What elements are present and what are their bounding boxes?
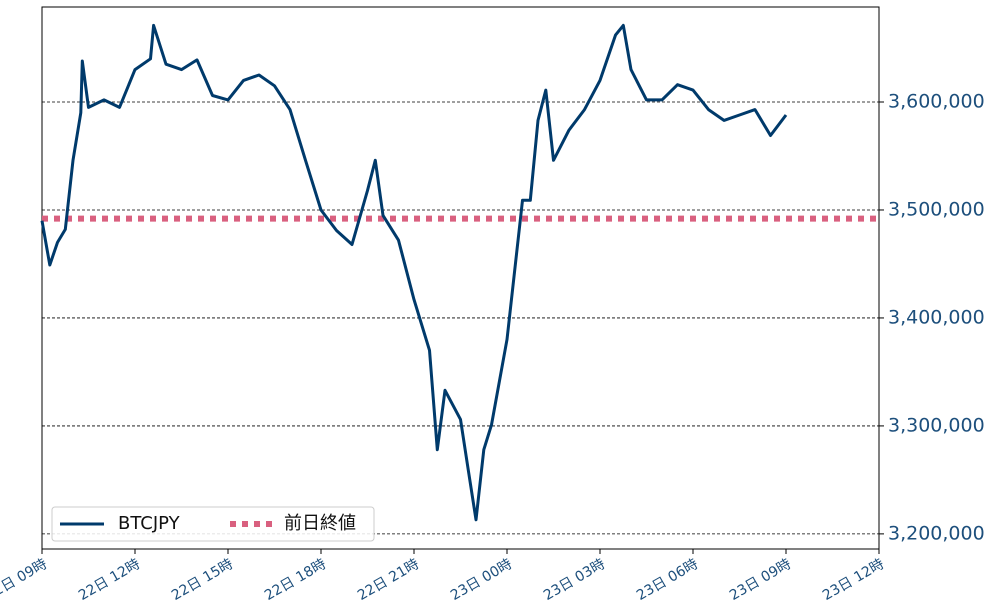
x-tick-label: 23日 00時 [448,556,515,604]
x-tick-label: 22日 12時 [76,556,143,604]
y-tick-label: 3,300,000 [888,414,985,436]
legend: BTCJPY 前日終値 [51,506,375,542]
y-tick-label: 3,400,000 [888,306,985,328]
x-tick-label: 22日 15時 [169,556,236,604]
legend-label: BTCJPY [118,513,181,534]
series-line [40,23,788,522]
x-tick-label: 23日 03時 [541,556,608,604]
y-tick-label: 3,200,000 [888,522,985,544]
x-tick-label: 22日 09時 [0,556,50,604]
x-tick-label: 23日 06時 [634,556,701,604]
y-tick-label: 3,500,000 [888,198,985,220]
legend-box [51,506,375,542]
plot-frame [41,6,880,550]
legend-label: 前日終値 [284,513,356,534]
y-tick-label: 3,600,000 [888,91,985,113]
x-tick-label: 23日 09時 [727,556,794,604]
x-tick-label: 22日 18時 [262,556,329,604]
x-tick-label: 23日 12時 [820,556,887,604]
x-tick-label: 22日 21時 [355,556,422,604]
